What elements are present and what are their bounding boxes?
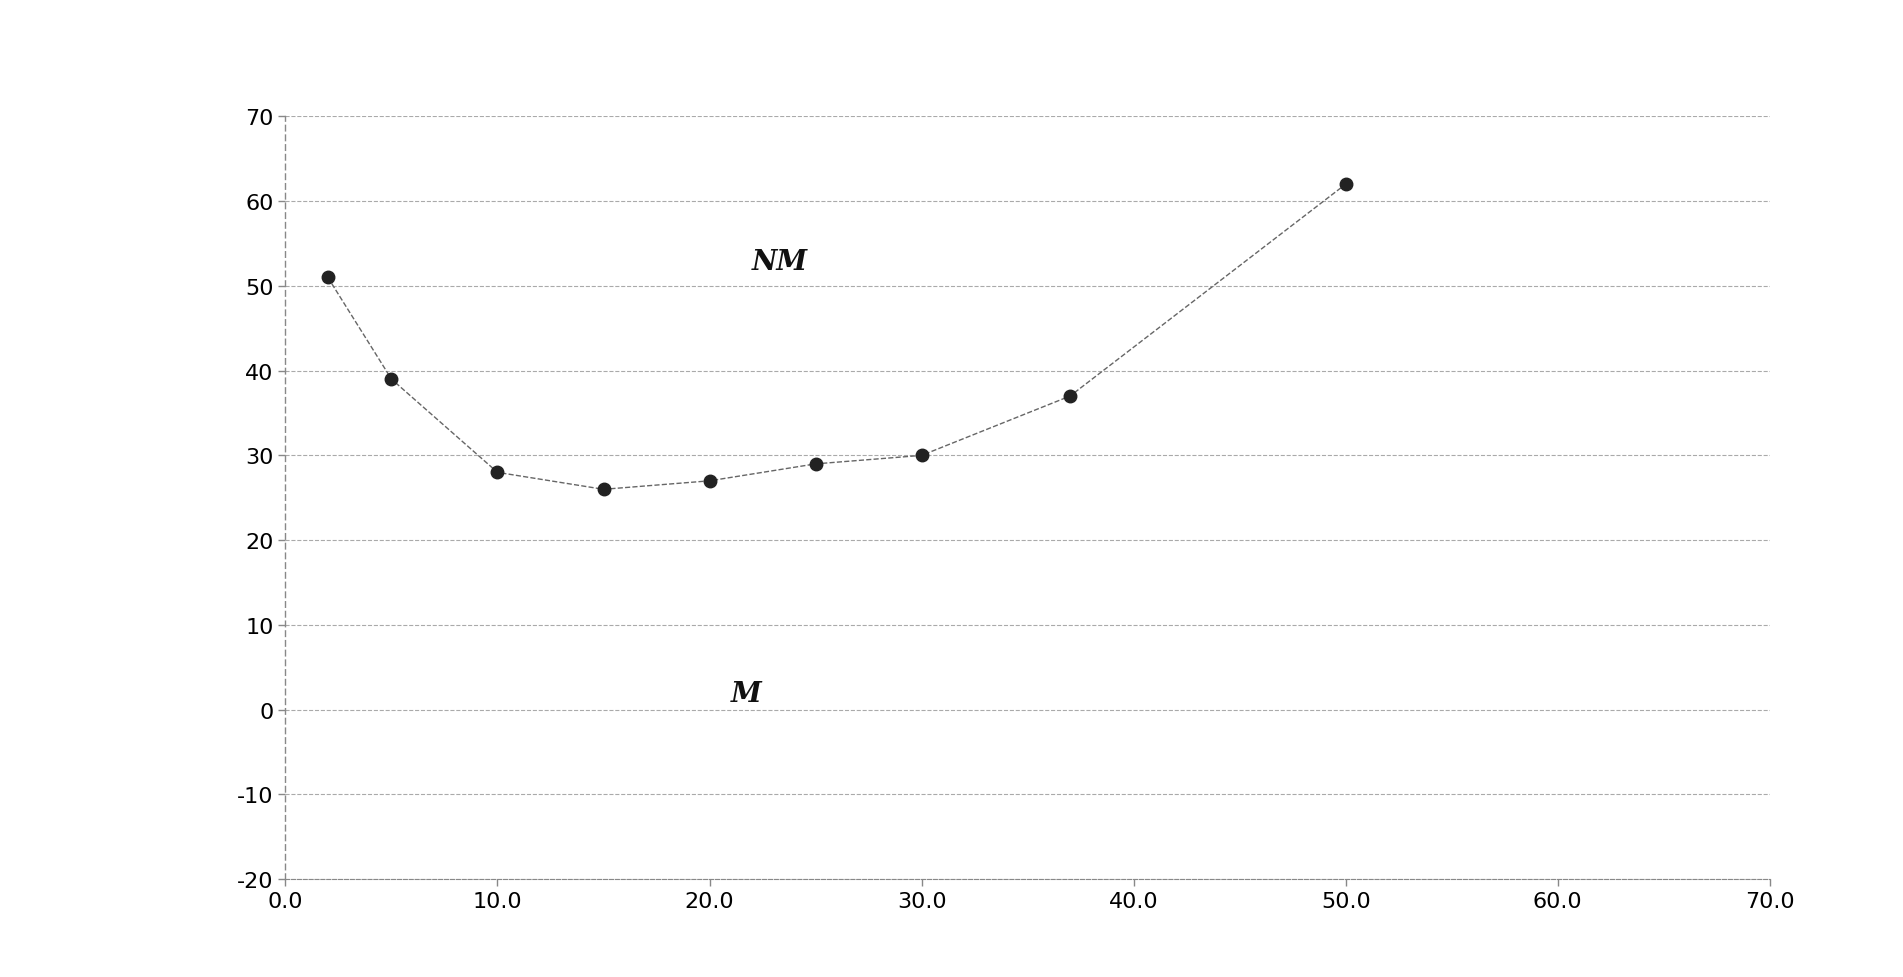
Text: M: M — [731, 681, 761, 707]
Text: NM: NM — [752, 249, 809, 276]
